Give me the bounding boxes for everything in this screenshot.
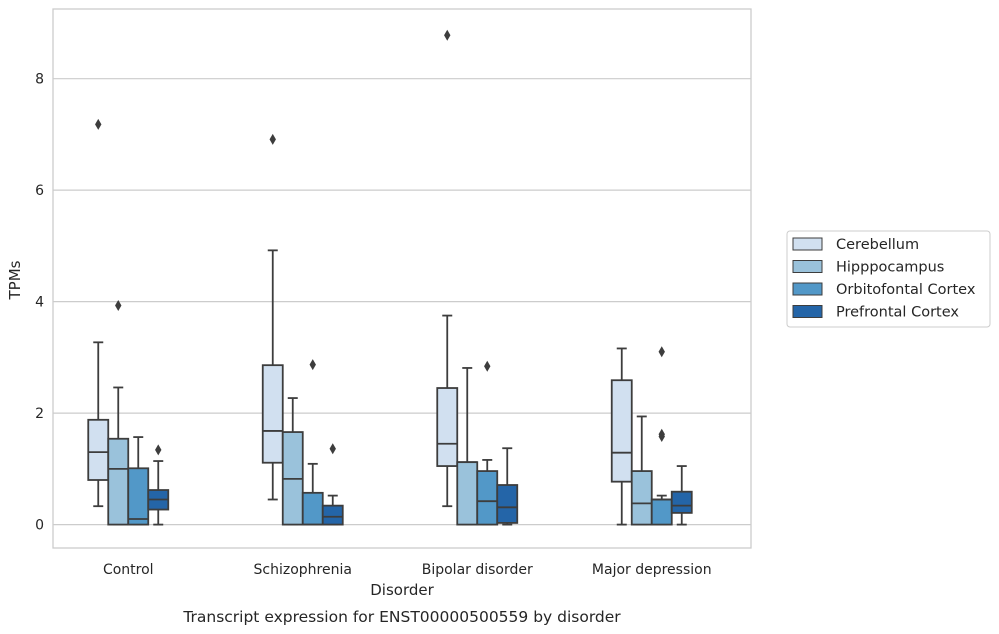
box-cerebellum-schizophrenia-iqr xyxy=(261,364,284,464)
box-cerebellum-bipolar-disorder-outlier-0 xyxy=(444,29,451,41)
legend-label-orbitofontal-cortex: Orbitofontal Cortex xyxy=(836,282,976,298)
box-orbitofontal-cortex-schizophrenia-iqr xyxy=(301,491,324,526)
box-cerebellum-schizophrenia-outlier-0 xyxy=(269,133,276,145)
legend-frame xyxy=(786,230,991,328)
box-orbitofontal-cortex-bipolar-disorder-outlier-0 xyxy=(484,360,491,372)
x-tick-label-schizophrenia: Schizophrenia xyxy=(254,562,352,578)
box-orbitofontal-cortex-schizophrenia-outlier-0 xyxy=(309,359,316,371)
box-orbitofontal-cortex-control-iqr xyxy=(127,467,150,526)
box-orbitofontal-cortex-control xyxy=(127,436,150,526)
box-prefrontal-cortex-schizophrenia-outlier-0 xyxy=(329,443,336,455)
box-prefrontal-cortex-schizophrenia xyxy=(321,443,344,526)
legend-swatch-orbitofontal-cortex xyxy=(792,282,823,296)
box-prefrontal-cortex-bipolar-disorder xyxy=(496,447,519,526)
box-prefrontal-cortex-major-depression-iqr xyxy=(670,490,693,514)
x-axis-label: Disorder xyxy=(370,581,434,599)
grid-lines xyxy=(53,78,751,526)
legend-swatch-prefrontal-cortex xyxy=(792,305,823,318)
box-prefrontal-cortex-control xyxy=(147,444,170,526)
box-orbitofontal-cortex-bipolar-disorder xyxy=(476,360,499,526)
box-orbitofontal-cortex-major-depression-outlier-2 xyxy=(658,431,665,443)
y-axis-label: TPMs xyxy=(6,260,24,300)
box-cerebellum-bipolar-disorder xyxy=(436,29,459,508)
box-hipppocampus-bipolar-disorder-iqr xyxy=(456,461,479,526)
plot-area-frame xyxy=(52,8,752,549)
y-tick-label-2: 2 xyxy=(35,406,44,422)
legend-swatch-hipppocampus xyxy=(792,260,823,273)
box-hipppocampus-schizophrenia xyxy=(281,397,304,526)
legend-label-hipppocampus: Hipppocampus xyxy=(836,260,944,276)
box-prefrontal-cortex-schizophrenia-iqr xyxy=(321,504,344,526)
legend-swatch-cerebellum xyxy=(792,237,823,251)
box-orbitofontal-cortex-major-depression xyxy=(650,346,673,526)
box-orbitofontal-cortex-schizophrenia xyxy=(301,359,324,526)
y-tick-label-6: 6 xyxy=(35,183,44,199)
box-hipppocampus-control-outlier-0 xyxy=(115,300,122,312)
y-axis-ticks: 0 2 4 6 8 xyxy=(35,72,44,534)
box-cerebellum-control-iqr xyxy=(87,418,110,481)
y-tick-label-4: 4 xyxy=(35,295,44,311)
box-hipppocampus-control-iqr xyxy=(107,437,130,526)
x-tick-label-bipolar-disorder: Bipolar disorder xyxy=(422,562,533,578)
box-hipppocampus-control xyxy=(107,300,130,526)
y-tick-label-8: 8 xyxy=(35,72,44,88)
box-hipppocampus-bipolar-disorder xyxy=(456,367,479,526)
box-prefrontal-cortex-bipolar-disorder-iqr xyxy=(496,484,519,524)
x-axis-ticks: Control Schizophrenia Bipolar disorder Majo… xyxy=(103,562,712,578)
box-cerebellum-schizophrenia xyxy=(261,133,284,501)
box-cerebellum-major-depression-iqr xyxy=(610,379,633,483)
box-prefrontal-cortex-control-outlier-0 xyxy=(155,444,162,456)
box-cerebellum-control xyxy=(87,118,110,508)
legend: Cerebellum Hipppocampus Orbitofontal Corte… xyxy=(786,230,991,328)
box-prefrontal-cortex-major-depression xyxy=(670,465,693,526)
box-hipppocampus-major-depression-iqr xyxy=(630,470,653,526)
box-cerebellum-major-depression xyxy=(610,347,633,526)
legend-label-prefrontal-cortex: Prefrontal Cortex xyxy=(836,305,959,321)
x-tick-label-control: Control xyxy=(103,562,154,578)
box-plot-marks xyxy=(87,29,693,526)
box-hipppocampus-major-depression xyxy=(630,415,653,526)
y-tick-label-0: 0 xyxy=(35,518,44,534)
legend-label-cerebellum: Cerebellum xyxy=(836,237,919,253)
box-cerebellum-bipolar-disorder-iqr xyxy=(436,387,459,467)
chart-caption: Transcript expression for ENST0000050055… xyxy=(182,608,621,626)
x-tick-label-major-depression: Major depression xyxy=(592,562,712,578)
box-orbitofontal-cortex-major-depression-outlier-0 xyxy=(658,346,665,358)
box-orbitofontal-cortex-bipolar-disorder-iqr xyxy=(476,470,499,526)
box-orbitofontal-cortex-major-depression-iqr xyxy=(650,498,673,526)
box-cerebellum-control-outlier-0 xyxy=(95,118,102,130)
